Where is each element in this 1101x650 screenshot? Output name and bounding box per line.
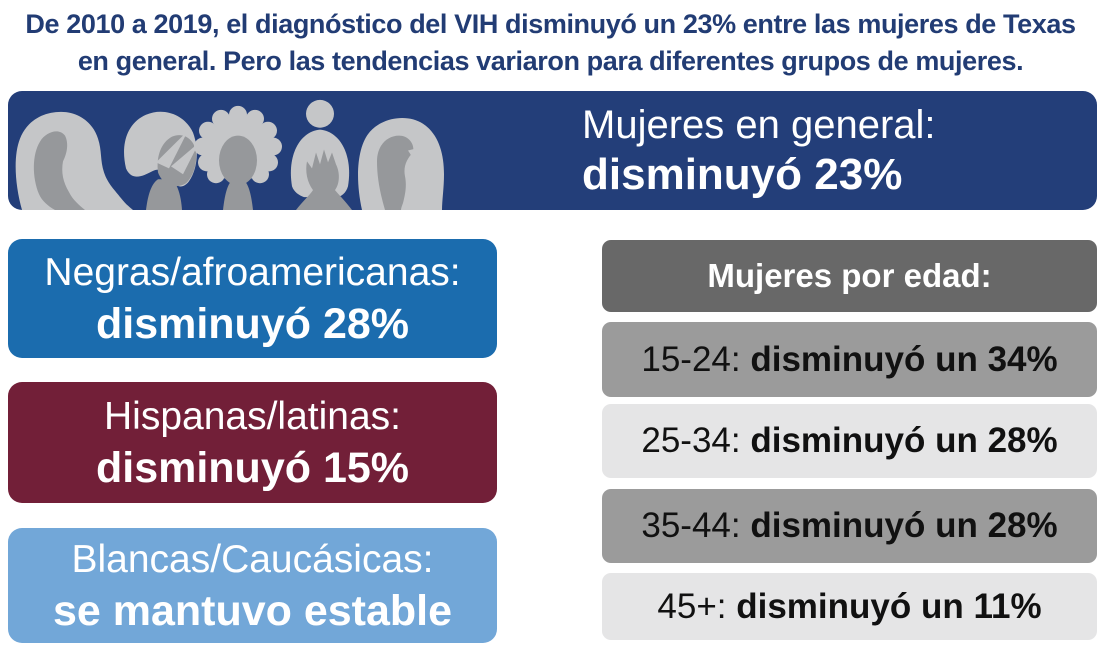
- title-line-1: De 2010 a 2019, el diagnóstico del VIH d…: [25, 9, 1076, 39]
- women-silhouettes-icon: [15, 99, 444, 210]
- underline-bar: [13, 210, 451, 222]
- age-row-25-34: 25-34: disminuyó un 28%: [602, 404, 1097, 478]
- age-row-label: 35-44:: [641, 506, 751, 545]
- race-box-label: Blancas/Caucásicas:: [71, 537, 434, 581]
- title-line-2: en general. Pero las tendencias variaron…: [77, 46, 1024, 76]
- overall-label: Mujeres en general:: [582, 102, 936, 147]
- race-box-hispanic: Hispanas/latinas: disminuyó 15%: [8, 382, 497, 503]
- race-box-value: disminuyó 15%: [95, 443, 410, 492]
- age-row-35-44: 35-44: disminuyó un 28%: [602, 489, 1097, 563]
- age-row-value: disminuyó un 34%: [750, 339, 1058, 379]
- infographic-title: De 2010 a 2019, el diagnóstico del VIH d…: [0, 6, 1101, 80]
- age-row-45-plus: 45+: disminuyó un 11%: [602, 573, 1097, 640]
- age-row-label: 45+:: [657, 586, 737, 626]
- age-row-value: disminuyó un 11%: [736, 586, 1042, 626]
- age-panel-header: Mujeres por edad:: [602, 240, 1097, 312]
- race-box-white: Blancas/Caucásicas: se mantuvo estable: [8, 528, 497, 643]
- overall-value: disminuyó 23%: [582, 149, 903, 199]
- race-box-value: disminuyó 28%: [95, 299, 410, 348]
- overall-text: Mujeres en general: disminuyó 23%: [582, 101, 936, 201]
- age-row-label: 25-34:: [641, 421, 751, 460]
- woman-bun-hair-icon: [290, 99, 352, 210]
- age-row-15-24: 15-24: disminuyó un 34%: [602, 322, 1097, 397]
- age-row-value: disminuyó un 28%: [750, 421, 1058, 460]
- woman-wavy-hair-icon: [15, 111, 133, 210]
- woman-long-hair-icon: [358, 117, 444, 210]
- overall-banner: Mujeres en general: disminuyó 23%: [8, 91, 1097, 210]
- race-box-label: Hispanas/latinas:: [104, 394, 401, 438]
- age-row-label: 15-24:: [641, 339, 751, 379]
- race-box-black: Negras/afroamericanas: disminuyó 28%: [8, 239, 497, 358]
- woman-bob-hair-icon: [124, 111, 199, 210]
- race-box-label: Negras/afroamericanas:: [44, 250, 461, 294]
- woman-afro-hair-icon: [194, 105, 282, 210]
- age-row-value: disminuyó un 28%: [750, 506, 1058, 545]
- race-box-value: se mantuvo estable: [52, 586, 453, 635]
